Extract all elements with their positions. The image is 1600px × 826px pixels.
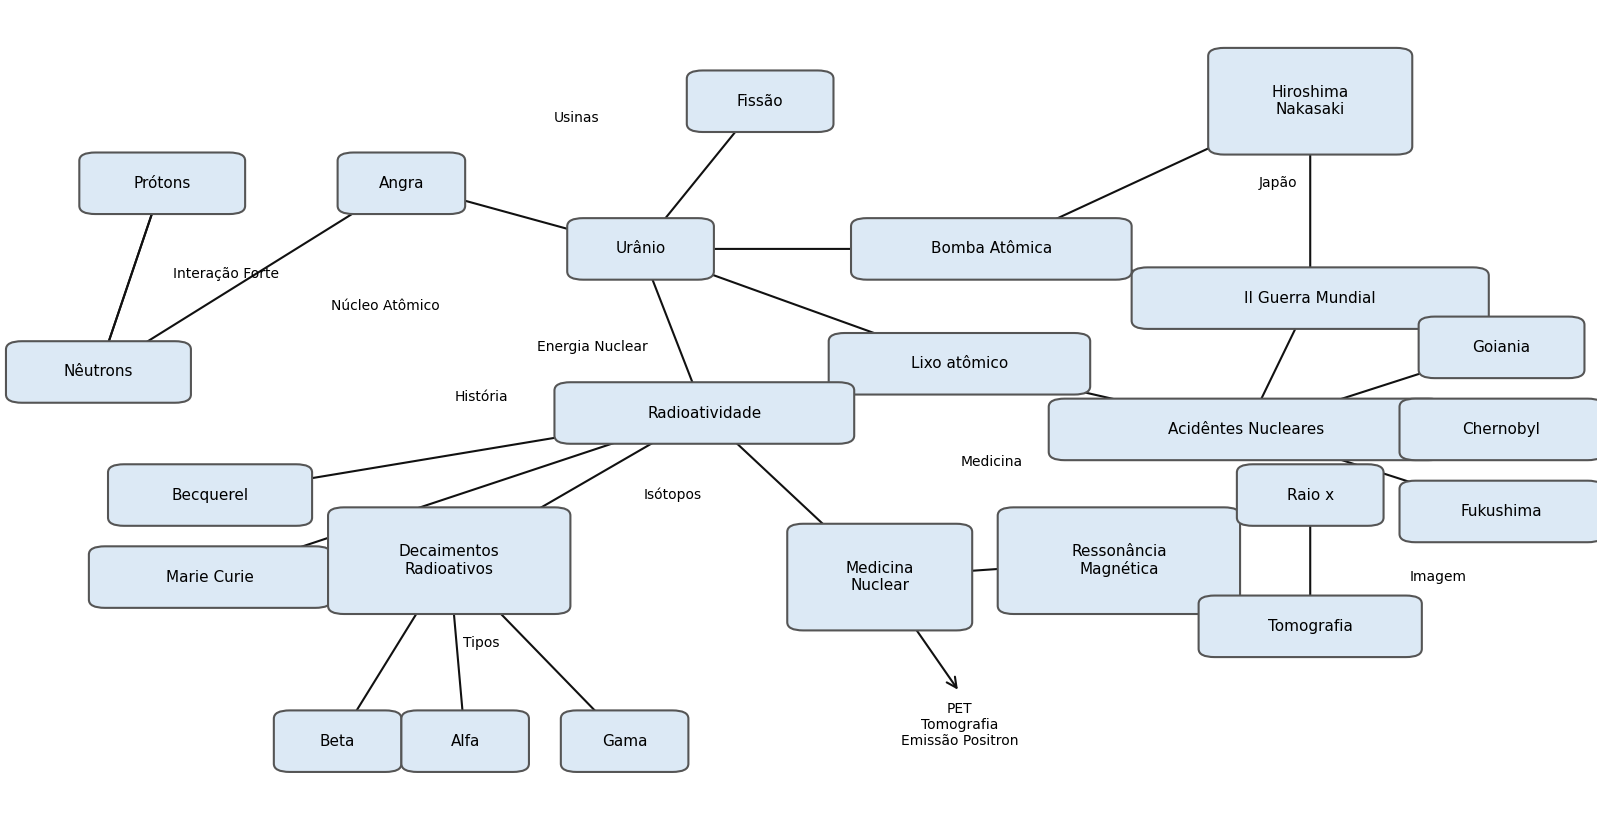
FancyBboxPatch shape: [851, 218, 1131, 280]
Text: Gama: Gama: [602, 733, 648, 748]
Text: Decaimentos
Radioativos: Decaimentos Radioativos: [398, 544, 499, 577]
FancyBboxPatch shape: [1400, 481, 1600, 542]
Text: Japão: Japão: [1259, 176, 1298, 190]
FancyBboxPatch shape: [998, 507, 1240, 614]
Text: Prótons: Prótons: [133, 176, 190, 191]
FancyBboxPatch shape: [274, 710, 402, 772]
FancyBboxPatch shape: [1237, 464, 1384, 526]
Text: II Guerra Mundial: II Guerra Mundial: [1245, 291, 1376, 306]
FancyBboxPatch shape: [1400, 399, 1600, 460]
Text: Isótopos: Isótopos: [643, 488, 701, 502]
Text: Tipos: Tipos: [462, 636, 499, 650]
FancyBboxPatch shape: [1048, 399, 1445, 460]
FancyBboxPatch shape: [6, 341, 190, 403]
Text: Bomba Atômica: Bomba Atômica: [931, 241, 1051, 256]
Text: Imagem: Imagem: [1410, 570, 1466, 584]
FancyBboxPatch shape: [109, 464, 312, 526]
FancyBboxPatch shape: [562, 710, 688, 772]
Text: Ressonância
Magnética: Ressonância Magnética: [1070, 544, 1166, 577]
FancyBboxPatch shape: [1419, 316, 1584, 378]
FancyBboxPatch shape: [829, 333, 1090, 395]
Text: Raio x: Raio x: [1286, 487, 1334, 502]
Text: Alfa: Alfa: [451, 733, 480, 748]
Text: Tomografia: Tomografia: [1267, 619, 1352, 634]
Text: Beta: Beta: [320, 733, 355, 748]
Text: Radioatividade: Radioatividade: [648, 406, 762, 420]
Text: Acidêntes Nucleares: Acidêntes Nucleares: [1168, 422, 1325, 437]
Text: Chernobyl: Chernobyl: [1462, 422, 1541, 437]
Text: Energia Nuclear: Energia Nuclear: [538, 340, 648, 354]
FancyBboxPatch shape: [787, 524, 973, 630]
Text: Urânio: Urânio: [616, 241, 666, 256]
FancyBboxPatch shape: [80, 153, 245, 214]
Text: Lixo atômico: Lixo atômico: [910, 356, 1008, 371]
FancyBboxPatch shape: [338, 153, 466, 214]
Text: PET
Tomografia
Emissão Positron: PET Tomografia Emissão Positron: [901, 701, 1018, 748]
Text: Marie Curie: Marie Curie: [166, 570, 254, 585]
Text: Medicina
Nuclear: Medicina Nuclear: [845, 561, 914, 593]
FancyBboxPatch shape: [568, 218, 714, 280]
Text: História: História: [454, 390, 507, 404]
Text: Fukushima: Fukushima: [1461, 504, 1542, 519]
Text: Usinas: Usinas: [554, 111, 600, 125]
FancyBboxPatch shape: [402, 710, 530, 772]
Text: Angra: Angra: [379, 176, 424, 191]
FancyBboxPatch shape: [555, 382, 854, 444]
Text: Nêutrons: Nêutrons: [64, 364, 133, 379]
Text: Becquerel: Becquerel: [171, 487, 248, 502]
FancyBboxPatch shape: [1208, 48, 1413, 154]
FancyBboxPatch shape: [1198, 596, 1422, 657]
Text: Hiroshima
Nakasaki: Hiroshima Nakasaki: [1272, 85, 1349, 117]
Text: Núcleo Atômico: Núcleo Atômico: [331, 299, 440, 313]
Text: Goiania: Goiania: [1472, 339, 1531, 355]
FancyBboxPatch shape: [686, 70, 834, 132]
FancyBboxPatch shape: [90, 546, 331, 608]
Text: Interação Forte: Interação Forte: [173, 267, 278, 281]
FancyBboxPatch shape: [328, 507, 570, 614]
Text: Medicina: Medicina: [960, 455, 1022, 469]
FancyBboxPatch shape: [1131, 268, 1488, 329]
Text: Fissão: Fissão: [738, 93, 784, 109]
